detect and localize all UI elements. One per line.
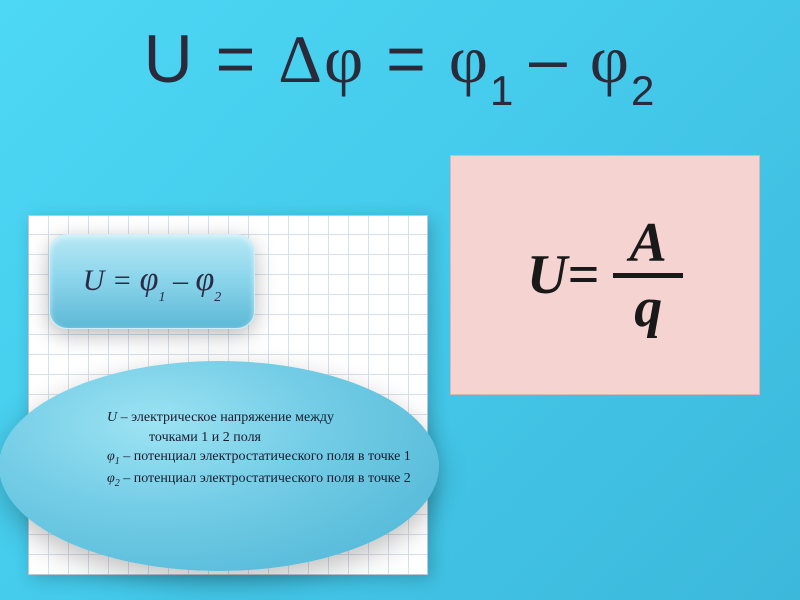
- mf-sub2: 2: [631, 67, 656, 114]
- mf-sub1: 1: [490, 67, 529, 114]
- frac-num: A: [622, 213, 675, 273]
- leg-phi2-sym: φ: [107, 471, 115, 486]
- bf-minus: –: [165, 264, 195, 297]
- leg-phi1-text: – потенциал электростатического поля в т…: [120, 449, 411, 464]
- mf-phi: φ: [324, 21, 365, 97]
- bf-U: U: [83, 264, 105, 297]
- mf-phi1: φ: [449, 21, 490, 97]
- fraction-expression: U = A q: [527, 213, 683, 338]
- bf-phi1: φ: [140, 261, 159, 298]
- main-formula: U = Δφ = φ1 – φ2: [0, 0, 800, 107]
- bf-sub2: 2: [214, 290, 221, 305]
- leg-u-text1: – электрическое напряжение между: [117, 410, 334, 425]
- leg-u-text2: точками 1 и 2 поля: [149, 430, 261, 445]
- mf-delta: Δ: [278, 21, 324, 97]
- frac-lhs: U: [527, 243, 567, 307]
- leg-phi1-sym: φ: [107, 449, 115, 464]
- mf-phi2: φ: [590, 21, 631, 97]
- leg-u-sym: U: [107, 410, 117, 425]
- fraction: A q: [613, 213, 683, 338]
- mf-U: U: [144, 21, 195, 97]
- content-area: U = φ1 – φ2 U – электрическое напряжение…: [0, 170, 800, 600]
- legend-line-u2: точками 1 и 2 поля: [107, 428, 411, 448]
- legend-line-phi1: φ1 – потенциал электростатического поля …: [107, 447, 411, 469]
- bf-eq: =: [104, 264, 139, 297]
- frac-den: q: [626, 278, 670, 338]
- bf-phi2: φ: [195, 261, 214, 298]
- mf-eq1: =: [195, 21, 279, 97]
- badge-expression: U = φ1 – φ2: [83, 261, 222, 302]
- frac-eq: =: [567, 243, 599, 307]
- grid-panel: U = φ1 – φ2 U – электрическое напряжение…: [28, 215, 428, 575]
- legend-line-phi2: φ2 – потенциал электростатического поля …: [107, 469, 411, 491]
- legend-text: U – электрическое напряжение между точка…: [107, 408, 411, 491]
- mf-eq2: =: [365, 21, 449, 97]
- legend-line-u: U – электрическое напряжение между: [107, 408, 411, 428]
- formula-badge: U = φ1 – φ2: [49, 234, 255, 329]
- leg-phi2-text: – потенциал электростатического поля в т…: [120, 471, 411, 486]
- bf-sub1: 1: [158, 290, 165, 305]
- mf-minus: –: [529, 21, 590, 97]
- fraction-formula-box: U = A q: [450, 155, 760, 395]
